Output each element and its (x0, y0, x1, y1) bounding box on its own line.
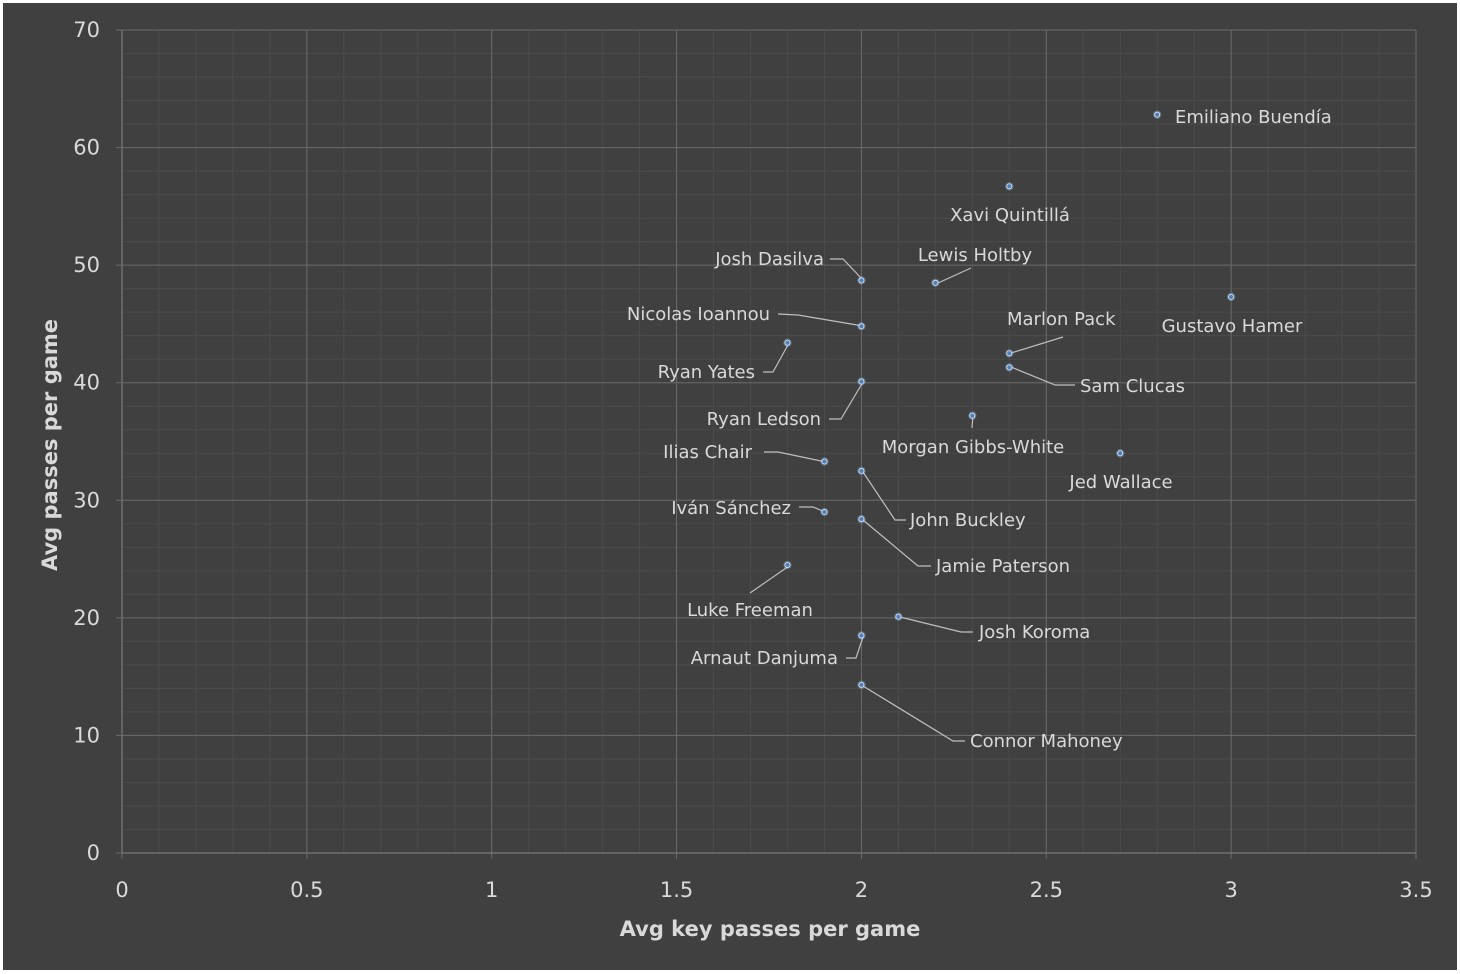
data-point (969, 412, 976, 419)
leader-line (829, 381, 864, 420)
data-point (821, 509, 828, 516)
y-tick-label: 60 (73, 136, 100, 160)
leader-line (846, 636, 864, 659)
leader-line (1010, 336, 1064, 354)
data-label: Xavi Quintillá (950, 205, 1070, 226)
leader-line (799, 506, 826, 513)
major-gridlines (121, 29, 1417, 854)
y-tick-label: 20 (73, 606, 100, 630)
minor-gridlines (121, 29, 1417, 854)
y-tick-label: 30 (73, 488, 100, 512)
leader-line (830, 258, 864, 281)
leader-line (1010, 366, 1075, 386)
data-point (784, 339, 791, 346)
data-label: Connor Mahoney (970, 731, 1123, 752)
data-label: Jed Wallace (1068, 472, 1172, 493)
y-tick-label: 10 (73, 723, 100, 747)
data-point (858, 323, 865, 330)
x-axis-ticks: 0 0.5 1 1.5 2 2.5 3 3.5 (115, 853, 1433, 902)
data-label: Sam Clucas (1080, 376, 1185, 397)
leader-line (862, 685, 965, 742)
data-point (932, 279, 939, 286)
x-tick-label: 2 (855, 878, 868, 902)
data-label: Ryan Ledson (707, 409, 821, 430)
data-point (858, 516, 865, 523)
y-tick-label: 0 (87, 841, 100, 865)
leader-line (777, 313, 864, 327)
data-point (858, 467, 865, 474)
data-point (784, 561, 791, 568)
y-tick-label: 70 (73, 18, 100, 42)
x-tick-label: 3.5 (1399, 878, 1432, 902)
x-tick-label: 2.5 (1030, 878, 1063, 902)
y-axis-ticks: 0 10 20 30 40 50 60 70 (73, 18, 122, 865)
data-label: Josh Dasilva (714, 249, 824, 270)
data-label: Morgan Gibbs-White (882, 437, 1065, 458)
data-label: Ryan Yates (658, 362, 755, 383)
x-tick-label: 0.5 (290, 878, 323, 902)
y-tick-label: 50 (73, 253, 100, 277)
scatter-chart: 0 0.5 1 1.5 2 2.5 3 3.5 0 10 20 30 40 50 60 70 Emilian… (38, 18, 1433, 941)
x-tick-label: 1 (485, 878, 498, 902)
chart-area: 0 0.5 1 1.5 2 2.5 3 3.5 0 10 20 30 40 50 60 70 Emilian… (3, 3, 1457, 970)
leader-line (862, 519, 931, 567)
x-axis-title: Avg key passes per game (620, 917, 921, 941)
data-point (1228, 293, 1235, 300)
data-points (783, 110, 1236, 690)
leader-line (899, 616, 973, 633)
data-label: Lewis Holtby (918, 245, 1033, 266)
data-point (858, 632, 865, 639)
data-label: Iván Sánchez (671, 498, 791, 519)
axes (121, 30, 1416, 854)
data-label: Ilias Chair (663, 442, 752, 463)
data-label: Josh Koroma (978, 622, 1090, 643)
data-label: Jamie Paterson (935, 556, 1070, 577)
label-leader-lines (749, 258, 1075, 742)
x-tick-label: 3 (1224, 878, 1237, 902)
data-point (1006, 364, 1013, 371)
data-point (1006, 350, 1013, 357)
leader-line (937, 267, 972, 284)
leader-line (764, 451, 827, 463)
data-point (858, 378, 865, 385)
data-labels: Emiliano Buendía Xavi Quintillá Josh Dasil… (627, 107, 1332, 752)
leader-line (862, 471, 906, 521)
data-label: Arnaut Danjuma (691, 648, 838, 669)
data-point (858, 681, 865, 688)
x-tick-label: 0 (115, 878, 128, 902)
data-point (895, 613, 902, 620)
data-label: John Buckley (909, 510, 1026, 531)
data-label: Luke Freeman (687, 600, 813, 621)
data-label: Nicolas Ioannou (627, 304, 770, 325)
data-label: Marlon Pack (1007, 309, 1116, 330)
y-tick-label: 40 (73, 371, 100, 395)
y-axis-title: Avg passes per game (38, 319, 62, 571)
data-label: Gustavo Hamer (1162, 316, 1303, 337)
data-point (1117, 450, 1124, 457)
leader-line (749, 565, 790, 594)
data-label: Emiliano Buendía (1175, 107, 1332, 128)
data-point (821, 458, 828, 465)
data-point (1006, 183, 1013, 190)
leader-line (763, 342, 790, 373)
data-point (858, 277, 865, 284)
x-tick-label: 1.5 (660, 878, 693, 902)
data-point (1154, 111, 1161, 118)
